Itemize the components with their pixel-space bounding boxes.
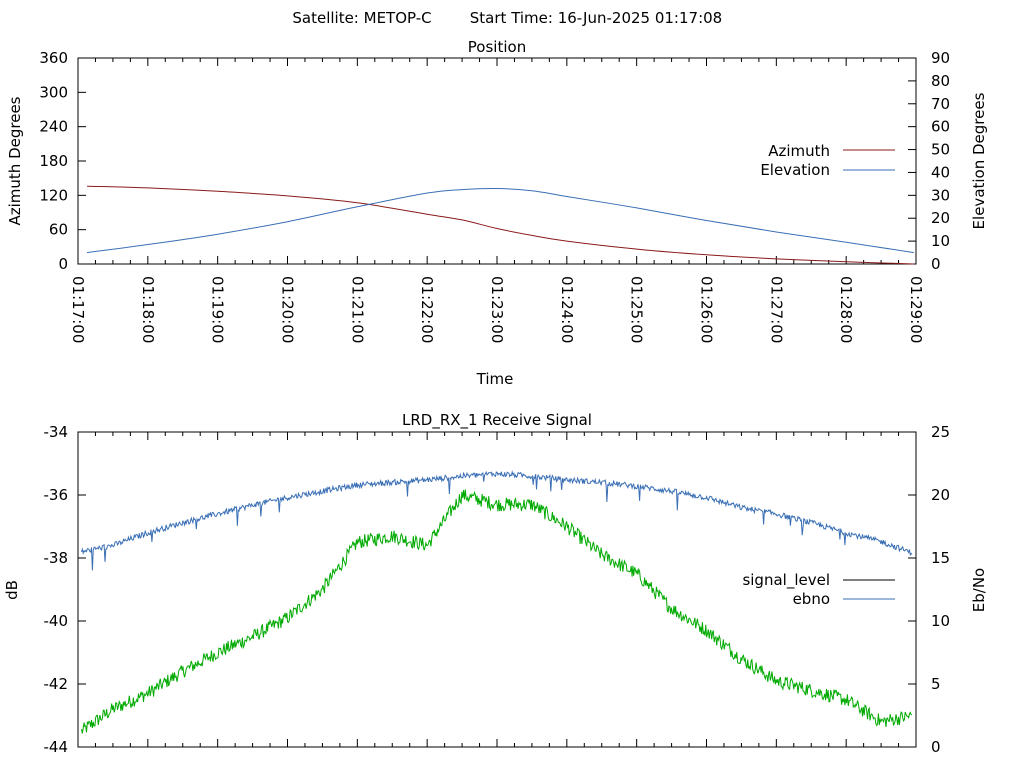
ebno-axis-tick-label: 20 (931, 486, 950, 504)
receive-signal-chart-title: LRD_RX_1 Receive Signal (402, 411, 592, 430)
position-time-ticks: 01:17:00 01:18:00 01:19:00 01:20:00 01:21:00… (69, 58, 925, 343)
db-axis-tick-label: -42 (44, 675, 69, 693)
azimuth-axis-tick-label: 240 (39, 118, 68, 136)
time-tick-label: 01:21:00 (348, 276, 366, 343)
ebno-axis-tick-label: 0 (931, 738, 941, 756)
signal-level-series-line (81, 489, 913, 734)
ebno-series-line (81, 470, 913, 571)
azimuth-axis-tick-label: 360 (39, 49, 68, 67)
position-chart: Position 0 60 120 180 240 300 360 0 10 20 30 40 50 6… (6, 38, 988, 388)
receive-signal-chart: LRD_RX_1 Receive Signal -44-42-40-38-36-… (3, 411, 988, 756)
elevation-axis-tick-label: 0 (931, 255, 941, 273)
elevation-axis-tick-label: 60 (931, 118, 950, 136)
elevation-axis-tick-label: 70 (931, 95, 950, 113)
position-legend: Azimuth Elevation (760, 142, 895, 179)
receive-y2label: Eb/No (970, 568, 988, 612)
receive-time-ticks (94, 432, 900, 747)
ebno-axis-tick-label: 25 (931, 423, 950, 441)
elevation-axis-tick-label: 10 (931, 232, 950, 250)
time-tick-label: 01:20:00 (279, 276, 297, 343)
time-tick-label: 01:17:00 (69, 276, 87, 343)
azimuth-axis-tick-label: 0 (58, 255, 68, 273)
time-tick-label: 01:25:00 (628, 276, 646, 343)
db-axis-tick-label: -38 (44, 549, 69, 567)
elevation-axis-tick-label: 90 (931, 49, 950, 67)
satellite-label: Satellite: METOP-C (292, 9, 431, 27)
time-tick-label: 01:18:00 (139, 276, 157, 343)
start-time-label: Start Time: 16-Jun-2025 01:17:08 (470, 9, 722, 27)
elevation-axis-tick-label: 50 (931, 141, 950, 159)
db-axis-tick-label: -40 (44, 612, 69, 630)
position-y2label: Elevation Degrees (970, 92, 988, 229)
elevation-axis-tick-label: 40 (931, 163, 950, 181)
time-tick-label: 01:23:00 (488, 276, 506, 343)
azimuth-axis-tick-label: 300 (39, 83, 68, 101)
ebno-axis-tick-label: 5 (931, 675, 941, 693)
db-axis-tick-label: -34 (44, 423, 69, 441)
time-tick-label: 01:19:00 (209, 276, 227, 343)
azimuth-axis-tick-label: 120 (39, 186, 68, 204)
receive-plot-border (77, 431, 917, 748)
db-axis-tick-label: -36 (44, 486, 69, 504)
position-ylabel: Azimuth Degrees (6, 96, 24, 225)
elevation-axis-tick-label: 20 (931, 209, 950, 227)
db-axis-tick-label: -44 (44, 738, 69, 756)
time-tick-label: 01:28:00 (837, 276, 855, 343)
elevation-axis-tick-label: 80 (931, 72, 950, 90)
elevation-axis-tick-label: 30 (931, 186, 950, 204)
legend-elevation-label: Elevation (760, 161, 830, 179)
time-tick-label: 01:22:00 (418, 276, 436, 343)
time-tick-label: 01:29:00 (907, 276, 925, 343)
position-chart-title: Position (468, 38, 526, 56)
receive-ylabel: dB (3, 580, 21, 600)
elevation-series-line (87, 187, 914, 254)
azimuth-series-line (87, 185, 914, 265)
receive-right-ticks: 0 5 10 15 20 25 (908, 423, 950, 756)
receive-left-ticks: -44 -42 -40 -38 -36 -34 (44, 423, 86, 756)
legend-ebno-label: ebno (793, 590, 830, 608)
azimuth-axis-tick-label: 60 (49, 221, 68, 239)
legend-azimuth-label: Azimuth (768, 142, 830, 160)
position-left-ticks: 0 60 120 180 240 300 360 (39, 49, 86, 273)
position-right-ticks: 0 10 20 30 40 50 60 70 80 90 (908, 49, 950, 273)
legend-signal-level-label: signal_level (742, 571, 830, 590)
receive-legend: signal_level ebno (742, 571, 895, 608)
time-tick-label: 01:26:00 (698, 276, 716, 343)
time-tick-label: 01:27:00 (767, 276, 785, 343)
time-tick-label: 01:24:00 (558, 276, 576, 343)
ebno-axis-tick-label: 10 (931, 612, 950, 630)
ebno-axis-tick-label: 15 (931, 549, 950, 567)
azimuth-axis-tick-label: 180 (39, 152, 68, 170)
position-xlabel: Time (476, 370, 514, 388)
